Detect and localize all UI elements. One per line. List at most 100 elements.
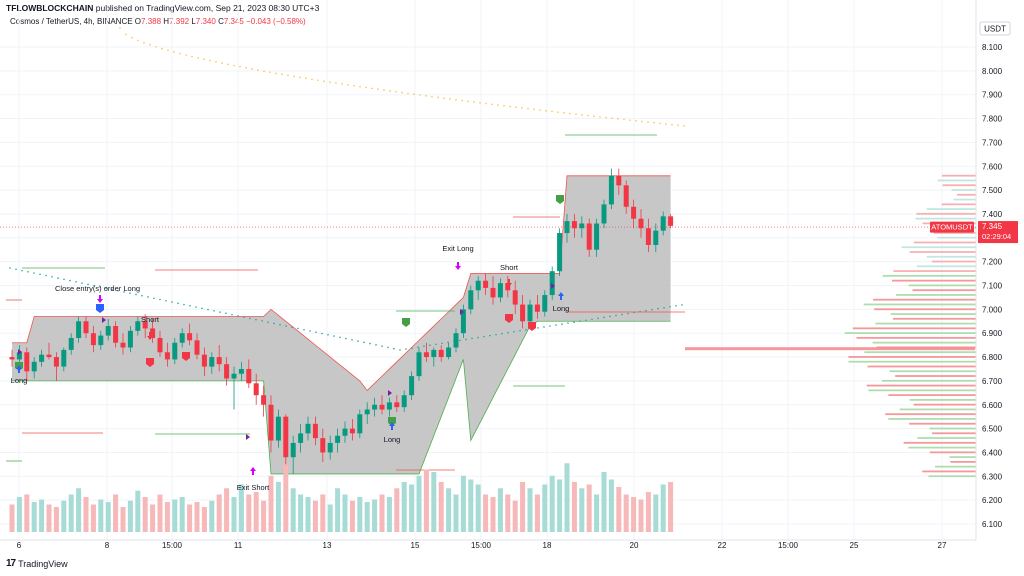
volume-bar <box>135 490 141 532</box>
ma-dot <box>321 332 323 335</box>
time-axis[interactable]: 6 8 15:00 11 13 15 15:00 18 20 22 15:00 25 27 <box>0 539 976 550</box>
profile-bar <box>913 403 976 406</box>
profile-bar <box>852 327 976 330</box>
y-tick-label: 7.000 <box>982 305 1003 314</box>
volume-bar <box>194 502 200 532</box>
volume-bar <box>475 484 481 532</box>
volume-bar <box>68 494 74 532</box>
ma-dot-yellow <box>245 67 247 69</box>
candle <box>608 168 614 210</box>
volume-bar <box>571 482 577 532</box>
candle-body <box>113 326 119 343</box>
candle <box>164 342 170 367</box>
volume-bar <box>172 499 178 532</box>
candle-body <box>275 416 281 441</box>
candle-body <box>660 216 666 231</box>
candle <box>446 342 452 360</box>
ma-dot-yellow <box>461 99 463 102</box>
candle-body <box>446 347 452 358</box>
ma-dot <box>87 283 89 286</box>
candle <box>98 330 104 350</box>
volume-bar <box>557 479 563 532</box>
profile-bar <box>867 365 976 368</box>
price-axis[interactable]: 8.100 8.000 7.900 7.800 7.700 7.600 7.500 7.400… <box>975 0 1003 540</box>
candle <box>327 435 333 460</box>
arrow-down-icon <box>455 262 461 270</box>
volume-bar <box>61 500 67 532</box>
candle-body <box>542 295 548 312</box>
volume-bar <box>16 497 22 532</box>
ma-dot <box>219 311 221 313</box>
triangle-marker-icon <box>18 349 22 355</box>
candle <box>61 347 67 372</box>
candle <box>423 342 429 362</box>
profile-bar <box>864 351 976 354</box>
ma-dot <box>279 323 281 326</box>
ma-dot <box>225 312 227 315</box>
candle-body <box>483 280 489 288</box>
candle-body <box>105 326 111 336</box>
price-chart[interactable]: Long Close entry(s) order Long Short Exit S… <box>0 0 1024 556</box>
ma-dot <box>519 330 521 332</box>
candle <box>579 216 585 238</box>
ma-dot <box>45 274 47 277</box>
ma-dot-yellow <box>617 118 619 120</box>
ma-dot <box>567 322 569 324</box>
ma-dot <box>435 343 437 346</box>
candle-body <box>497 283 503 298</box>
candle <box>105 318 111 341</box>
ma-dot-yellow <box>419 94 421 96</box>
profile-bar-poc <box>685 347 975 351</box>
candle <box>497 278 503 303</box>
ma-dot <box>75 281 77 283</box>
ma-dot <box>147 296 149 298</box>
ma-dot-yellow <box>593 115 595 117</box>
x-tick-label: 15:00 <box>162 541 183 550</box>
candle-body <box>76 321 82 338</box>
candle-body <box>246 368 252 384</box>
ma-dot-yellow <box>569 112 571 115</box>
y-tick-label: 8.100 <box>982 43 1003 52</box>
candle-body <box>342 428 348 436</box>
ma-dot-yellow <box>527 107 529 110</box>
profile-bar <box>888 394 976 397</box>
candle-body <box>475 280 481 291</box>
ma-dot-yellow <box>425 95 427 97</box>
y-tick-label: 7.700 <box>982 138 1003 147</box>
candle <box>268 395 274 453</box>
ma-dot-yellow <box>587 114 589 117</box>
triangle-marker-icon <box>246 434 250 440</box>
currency-badge[interactable]: USDT <box>979 21 1011 36</box>
candle-body <box>423 352 429 358</box>
candle <box>253 373 259 405</box>
candle <box>283 414 289 465</box>
x-tick-label: 15:00 <box>778 541 799 550</box>
y-tick-label: 6.100 <box>982 520 1003 529</box>
ma-dot <box>627 312 629 315</box>
candle-body <box>534 304 540 312</box>
ma-dot-yellow <box>629 119 631 121</box>
profile-bar <box>941 174 976 177</box>
ma-dot <box>501 332 503 335</box>
ma-dot <box>315 331 317 334</box>
candle-body <box>135 321 141 331</box>
ma-dot-yellow <box>377 88 379 91</box>
candle <box>653 223 659 253</box>
candle <box>520 295 526 329</box>
candle <box>150 318 156 343</box>
profile-bar <box>875 322 976 325</box>
candle <box>401 390 407 412</box>
candle-body <box>283 416 289 458</box>
volume-bar <box>335 488 341 532</box>
volume-bar <box>520 482 526 532</box>
candle-body <box>372 404 378 410</box>
profile-bar <box>953 198 976 201</box>
volume-bar <box>645 492 651 532</box>
x-tick-label: 6 <box>17 541 22 550</box>
volume-bar <box>113 494 119 532</box>
ma-dot <box>141 294 143 297</box>
candle-body <box>571 221 577 229</box>
ma-dot <box>441 342 443 345</box>
ma-dot <box>555 324 557 326</box>
candle-body <box>298 433 304 443</box>
